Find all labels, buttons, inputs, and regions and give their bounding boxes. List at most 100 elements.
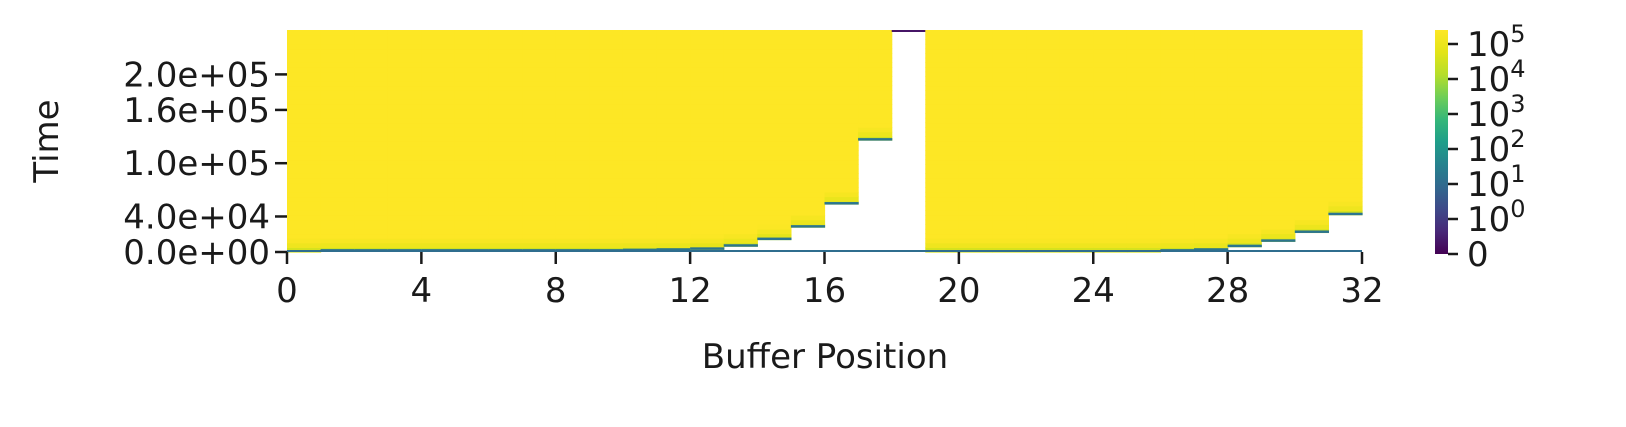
heatmap-cell <box>925 48 960 54</box>
heatmap-cell <box>287 196 322 202</box>
heatmap-cell <box>723 154 758 161</box>
heatmap-cell <box>522 150 557 156</box>
heatmap-cell <box>1227 219 1262 225</box>
heatmap-cell <box>723 238 758 244</box>
heatmap-cell <box>1194 210 1229 216</box>
heatmap-cell <box>1227 57 1262 63</box>
heatmap-cell <box>757 104 792 110</box>
heatmap-cell <box>320 80 355 87</box>
heatmap-cell <box>387 53 422 59</box>
heatmap-cell <box>287 187 322 193</box>
heatmap-cell <box>320 233 355 239</box>
heatmap-cell <box>1261 76 1296 82</box>
heatmap-cell <box>589 30 624 36</box>
heatmap-cell <box>1059 104 1094 110</box>
heatmap-cell <box>925 201 960 207</box>
heatmap-cell <box>488 205 523 211</box>
heatmap-cell <box>723 244 758 247</box>
heatmap-cell <box>421 182 456 188</box>
heatmap-cell <box>320 57 355 63</box>
heatmap-cell <box>555 67 590 73</box>
heatmap-cell <box>1126 224 1162 230</box>
heatmap-cell <box>421 34 456 40</box>
heatmap-cell <box>1059 233 1094 239</box>
heatmap-cell <box>690 228 725 235</box>
heatmap-cell <box>1059 62 1094 68</box>
heatmap-cell <box>656 141 691 147</box>
heatmap-cell <box>790 215 826 221</box>
heatmap-cell <box>555 57 590 63</box>
heatmap-cell <box>1026 90 1061 96</box>
heatmap-cell <box>925 71 960 77</box>
heatmap-cell <box>1227 196 1262 202</box>
heatmap-cell <box>1160 71 1195 77</box>
heatmap-cell <box>656 150 691 156</box>
heatmap-cell <box>522 104 557 110</box>
heatmap-cell <box>992 90 1027 96</box>
heatmap-cell <box>522 30 557 36</box>
heatmap-cell <box>1026 205 1061 211</box>
x-axis-label: Buffer Position <box>702 337 948 377</box>
x-tick-label: 28 <box>1206 271 1249 311</box>
heatmap-cell <box>656 168 691 174</box>
heatmap-cell <box>354 168 389 174</box>
heatmap-cell <box>589 34 624 40</box>
heatmap-cell <box>488 127 523 133</box>
heatmap-cell <box>1294 230 1330 233</box>
heatmap-cell <box>387 57 422 63</box>
heatmap-cell <box>522 34 557 40</box>
heatmap-cell <box>1160 34 1195 40</box>
heatmap-cell <box>589 43 624 50</box>
heatmap-cell <box>488 196 523 202</box>
heatmap-cell <box>387 99 422 105</box>
heatmap-cell <box>690 34 725 40</box>
heatmap-cell <box>992 76 1027 82</box>
x-axis: 0 4 8 12 16 20 24 28 32 <box>276 252 1384 311</box>
heatmap-cell <box>723 168 758 174</box>
heatmap-cell <box>1328 150 1363 156</box>
heatmap-cell <box>1093 71 1128 77</box>
heatmap-cell <box>622 53 658 59</box>
heatmap-cell <box>1294 201 1330 207</box>
heatmap-cell <box>1227 71 1262 77</box>
y-tick-label: 4.0e+04 <box>123 197 270 237</box>
heatmap-cell <box>1126 67 1162 73</box>
heatmap-cell <box>354 205 389 211</box>
heatmap-cell <box>589 187 624 193</box>
heatmap-cell <box>656 173 691 179</box>
heatmap-cell <box>723 228 758 235</box>
heatmap-cell <box>1160 48 1195 54</box>
heatmap-cell <box>1026 219 1061 225</box>
heatmap-cell <box>488 99 523 105</box>
heatmap-cell <box>555 233 590 239</box>
heatmap-cell <box>790 205 826 211</box>
heatmap-cell <box>656 248 691 251</box>
heatmap-cell <box>1160 154 1195 161</box>
heatmap-cell <box>1261 196 1296 202</box>
heatmap-cell <box>354 85 389 91</box>
heatmap-cell <box>1261 228 1296 235</box>
heatmap-cell <box>589 122 624 128</box>
heatmap-cell <box>1093 131 1128 137</box>
heatmap-cell <box>925 90 960 96</box>
heatmap-cell <box>723 80 758 87</box>
heatmap-cell <box>757 233 792 239</box>
heatmap-cell <box>1194 205 1229 211</box>
heatmap-cell <box>790 219 826 225</box>
heatmap-cell <box>555 242 590 248</box>
heatmap-cell <box>488 145 523 151</box>
heatmap-cell <box>1261 210 1296 216</box>
heatmap-cell <box>387 113 422 119</box>
heatmap-cell <box>555 90 590 96</box>
heatmap-cell <box>488 34 523 40</box>
heatmap-cell <box>1294 71 1330 77</box>
heatmap-cell <box>656 136 691 142</box>
heatmap-cell <box>320 34 355 40</box>
heatmap-cell <box>287 127 322 133</box>
heatmap-cell <box>690 113 725 119</box>
heatmap-cell <box>1026 141 1061 147</box>
heatmap-cell <box>1093 173 1128 179</box>
heatmap-cell <box>555 210 590 216</box>
heatmap-cell <box>354 94 389 100</box>
